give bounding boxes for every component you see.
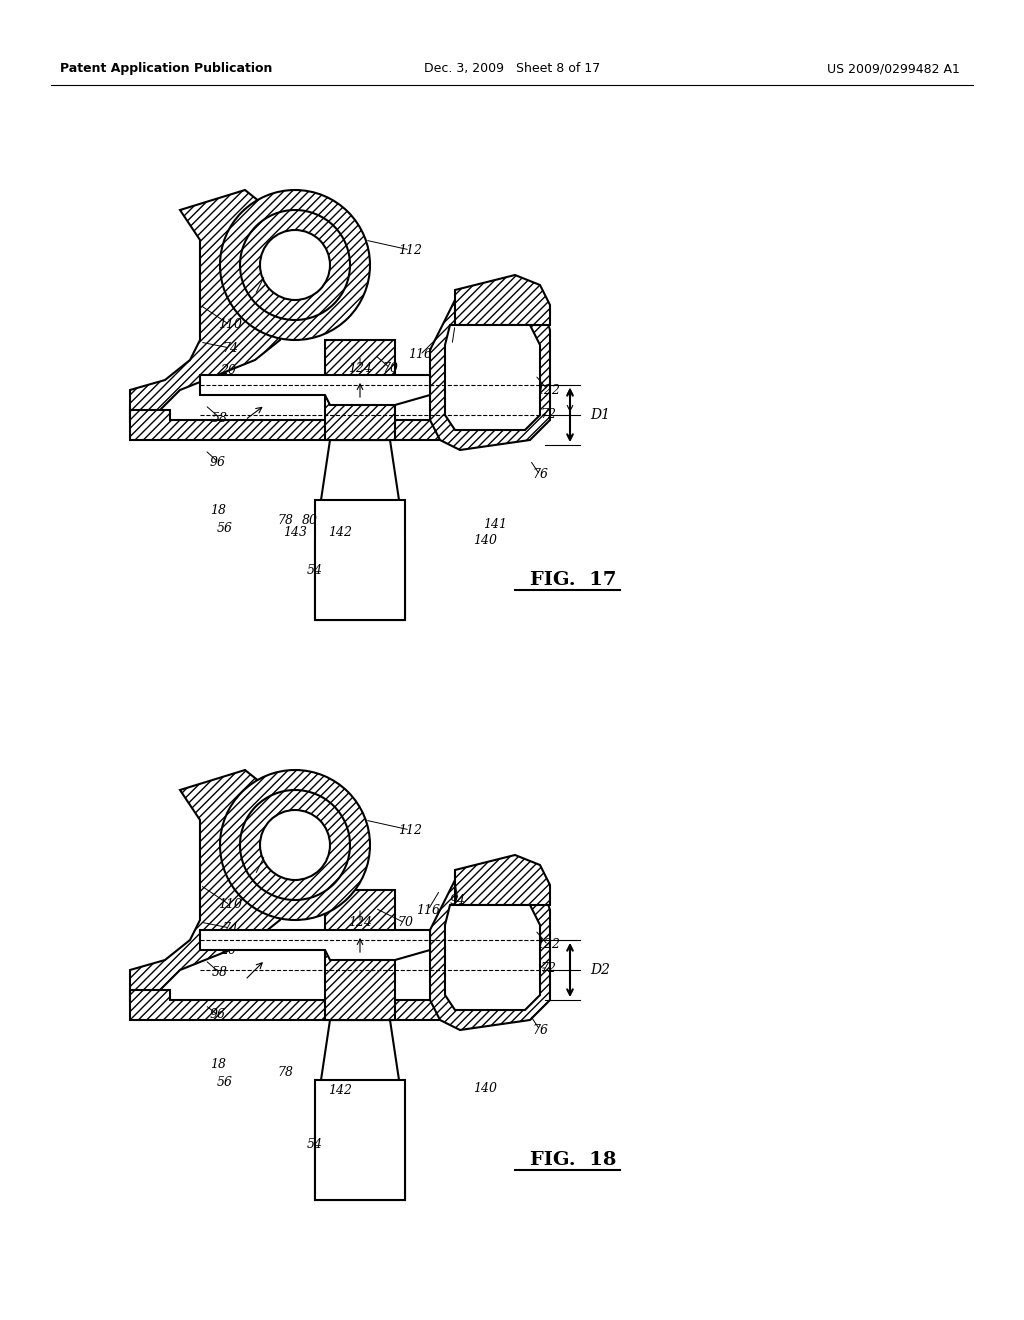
Text: 143: 143 [283, 527, 307, 540]
Text: FIG.  18: FIG. 18 [530, 1151, 616, 1170]
Text: 20: 20 [220, 944, 236, 957]
Polygon shape [130, 770, 280, 1001]
Text: 74: 74 [222, 921, 238, 935]
Text: 18: 18 [210, 503, 226, 516]
Text: 72: 72 [540, 961, 556, 974]
Text: 70: 70 [397, 916, 413, 929]
Circle shape [260, 230, 330, 300]
Text: Dec. 3, 2009   Sheet 8 of 17: Dec. 3, 2009 Sheet 8 of 17 [424, 62, 600, 75]
Text: 142: 142 [328, 527, 352, 540]
Polygon shape [325, 890, 395, 1020]
Text: 142: 142 [328, 1084, 352, 1097]
Text: 120: 120 [243, 289, 267, 301]
Polygon shape [430, 290, 550, 450]
Polygon shape [130, 190, 280, 420]
Text: 94: 94 [444, 338, 460, 351]
Polygon shape [455, 275, 550, 325]
Text: 122: 122 [536, 939, 560, 952]
Polygon shape [130, 990, 480, 1020]
Text: 20: 20 [220, 363, 236, 376]
Text: 78: 78 [278, 1067, 293, 1080]
Text: 76: 76 [532, 1023, 548, 1036]
Polygon shape [430, 870, 550, 1030]
Text: 56: 56 [217, 521, 233, 535]
Text: 96: 96 [210, 1008, 226, 1022]
Circle shape [220, 770, 370, 920]
Text: 76: 76 [532, 469, 548, 482]
Text: 70: 70 [382, 362, 398, 375]
Text: US 2009/0299482 A1: US 2009/0299482 A1 [827, 62, 961, 75]
Text: 58: 58 [212, 412, 228, 425]
Text: 124: 124 [348, 362, 372, 375]
Text: D2: D2 [590, 964, 610, 977]
Circle shape [240, 789, 350, 900]
Circle shape [240, 210, 350, 319]
Polygon shape [315, 1020, 406, 1200]
Text: 112: 112 [398, 243, 422, 256]
Text: 116: 116 [416, 903, 440, 916]
Text: 18: 18 [210, 1059, 226, 1072]
Bar [315, 500, 406, 620]
Text: D1: D1 [590, 408, 610, 422]
Circle shape [220, 190, 370, 341]
Polygon shape [200, 931, 430, 960]
Polygon shape [325, 341, 395, 440]
Text: 112: 112 [398, 824, 422, 837]
Polygon shape [315, 440, 406, 620]
Text: 96: 96 [210, 455, 226, 469]
Text: 54: 54 [307, 1138, 323, 1151]
Polygon shape [455, 855, 550, 906]
Text: 122: 122 [536, 384, 560, 396]
Polygon shape [445, 906, 540, 1010]
Text: 124: 124 [348, 916, 372, 929]
Text: 116: 116 [408, 348, 432, 362]
Text: 140: 140 [473, 1081, 497, 1094]
Text: 54: 54 [307, 564, 323, 577]
Text: 94: 94 [450, 894, 466, 907]
Text: 80: 80 [302, 513, 318, 527]
Text: 110: 110 [218, 318, 242, 331]
Polygon shape [445, 325, 540, 430]
Text: 141: 141 [483, 519, 507, 532]
Text: 110: 110 [218, 899, 242, 912]
Polygon shape [200, 375, 430, 405]
Text: 56: 56 [217, 1077, 233, 1089]
Text: 120: 120 [243, 869, 267, 882]
Text: 58: 58 [212, 966, 228, 979]
Text: Patent Application Publication: Patent Application Publication [60, 62, 272, 75]
Text: 74: 74 [222, 342, 238, 355]
Text: 72: 72 [540, 408, 556, 421]
Text: 140: 140 [473, 533, 497, 546]
Text: FIG.  17: FIG. 17 [530, 572, 616, 589]
Text: 78: 78 [278, 513, 293, 527]
Polygon shape [130, 411, 480, 440]
Circle shape [260, 810, 330, 880]
Bar [315, 1080, 406, 1200]
